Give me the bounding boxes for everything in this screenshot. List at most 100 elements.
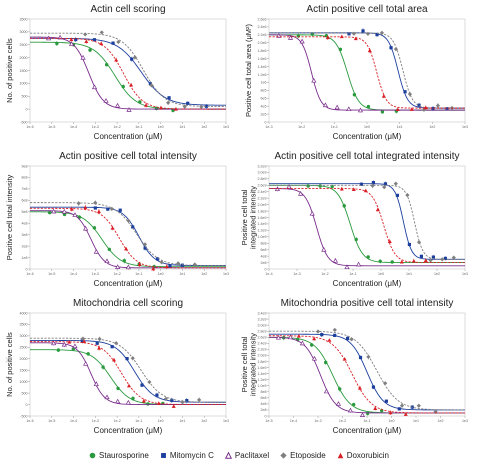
- data-point-mitomycin-c: [407, 242, 411, 247]
- data-point-staurosporine: [342, 204, 346, 208]
- data-point-etoposide: [393, 181, 398, 186]
- data-point-mitomycin-c: [443, 256, 447, 261]
- circle-icon: [89, 452, 96, 458]
- y-tick-label: 3.0e9: [258, 323, 267, 327]
- data-point-doxorubicin: [83, 205, 88, 210]
- data-point-paclitaxel: [321, 246, 327, 252]
- y-tick-label: 500: [22, 95, 28, 99]
- fit-curve-paclitaxel: [268, 336, 465, 414]
- x-tick-label: 1e0: [364, 125, 370, 129]
- x-tick-label: 1e-5: [48, 419, 55, 423]
- y-tick-label: 1000: [20, 380, 28, 384]
- data-point-mitomycin-c: [383, 182, 387, 186]
- data-point-mitomycin-c: [140, 383, 144, 387]
- data-point-etoposide: [416, 403, 421, 408]
- data-point-doxorubicin: [325, 35, 330, 40]
- data-point-paclitaxel: [72, 343, 78, 349]
- y-tick-label: 1.0e9: [258, 384, 267, 388]
- y-tick-label: 1.4e6: [258, 65, 267, 69]
- x-tick-label: 1e1: [413, 419, 419, 423]
- data-point-etoposide: [97, 336, 102, 342]
- y-tick-label: 2.2e9: [258, 196, 267, 200]
- y-tick-label: 2.2e9: [258, 348, 267, 352]
- x-tick-label: 1e-5: [48, 272, 55, 276]
- data-point-etoposide: [159, 260, 164, 265]
- data-point-doxorubicin: [82, 339, 87, 344]
- y-tick-label: 1e6: [261, 81, 267, 85]
- data-point-staurosporine: [88, 48, 92, 52]
- y-tick-label: 1.6e6: [258, 57, 267, 61]
- y-tick-label: 2.6e9: [258, 336, 267, 340]
- data-point-paclitaxel: [346, 106, 352, 112]
- y-tick-label: 0: [26, 403, 28, 407]
- data-point-mitomycin-c: [375, 32, 379, 37]
- x-tick-label: 1e-2: [298, 125, 305, 129]
- data-point-staurosporine: [116, 386, 120, 391]
- data-point-mitomycin-c: [347, 32, 351, 36]
- y-tick-label: 3.4e9: [258, 311, 267, 315]
- x-tick-label: 1e-3: [92, 272, 99, 276]
- data-point-staurosporine: [366, 411, 370, 416]
- x-tick-label: 1e-4: [70, 272, 77, 276]
- x-tick-label: 1e1: [397, 125, 403, 129]
- data-point-doxorubicin: [353, 36, 358, 41]
- chart-svg: Actin positive cell total integrated int…: [240, 151, 468, 288]
- data-point-paclitaxel: [287, 334, 294, 340]
- data-point-paclitaxel: [299, 340, 306, 346]
- fit-curve-doxorubicin: [30, 207, 226, 269]
- chart-svg: Actin positive cell total intensity Posit…: [5, 151, 229, 288]
- data-point-paclitaxel: [83, 225, 89, 231]
- data-point-doxorubicin: [423, 258, 428, 263]
- x-tick-label: 1e2: [201, 419, 207, 423]
- y-tick-label: 2000: [20, 357, 28, 361]
- x-tick-label: 1e-3: [314, 419, 321, 423]
- x-tick-label: 1e-2: [114, 272, 121, 276]
- data-point-etoposide: [365, 31, 371, 36]
- x-tick-label: 1e-6: [26, 125, 33, 129]
- data-point-doxorubicin: [144, 103, 149, 107]
- y-tick-label: 2.2e6: [258, 33, 267, 37]
- data-point-paclitaxel: [275, 334, 282, 340]
- data-point-staurosporine: [378, 259, 382, 263]
- data-point-mitomycin-c: [419, 254, 423, 258]
- data-point-mitomycin-c: [320, 333, 324, 337]
- data-point-staurosporine: [92, 226, 97, 230]
- data-point-staurosporine: [122, 259, 126, 263]
- data-point-doxorubicin: [114, 57, 119, 62]
- chart-panel-mitochondria-positive-cell-total-intensity: Mitochondria positive cell total intensi…: [239, 294, 478, 441]
- data-point-etoposide: [142, 242, 148, 247]
- data-point-staurosporine: [380, 110, 385, 114]
- data-point-paclitaxel: [103, 98, 109, 103]
- legend-item-staurosporine: Staurosporine: [89, 451, 149, 460]
- legend-label: Staurosporine: [99, 450, 149, 460]
- data-point-paclitaxel: [357, 107, 364, 113]
- data-point-etoposide: [93, 200, 98, 205]
- y-tick-label: 4e5: [261, 104, 267, 108]
- data-point-etoposide: [132, 55, 138, 60]
- x-axis-label: Concentration (μM): [333, 279, 402, 288]
- chart-title: Actin positive cell total intensity: [59, 151, 197, 162]
- y-tick-label: 4e8: [261, 254, 267, 258]
- data-point-paclitaxel: [80, 54, 86, 60]
- data-point-doxorubicin: [351, 187, 356, 192]
- x-tick-label: 1e-1: [331, 125, 338, 129]
- fit-curve-mitomycin-c: [30, 37, 227, 106]
- chart-title: Actin positive cell total area: [306, 4, 428, 15]
- data-point-doxorubicin: [403, 412, 408, 416]
- data-point-paclitaxel: [93, 248, 99, 254]
- data-point-staurosporine: [366, 255, 370, 259]
- data-point-staurosporine: [71, 347, 75, 351]
- data-point-doxorubicin: [375, 207, 380, 212]
- chart-svg: Actin cell scoring No. of positive cells C…: [5, 4, 229, 141]
- data-point-mitomycin-c: [204, 104, 208, 108]
- data-point-paclitaxel: [298, 190, 304, 196]
- data-point-paclitaxel: [125, 264, 131, 270]
- y-tick-label: 3e8: [22, 233, 28, 237]
- legend-item-mitomycin-c: Mitomycin C: [160, 451, 214, 460]
- x-tick-label: 1e2: [438, 419, 444, 423]
- y-tick-label: 1.8e9: [258, 209, 267, 213]
- data-point-etoposide: [166, 100, 171, 105]
- data-point-mitomycin-c: [106, 207, 110, 211]
- data-point-etoposide: [197, 397, 202, 402]
- fit-curve-etoposide: [29, 202, 226, 266]
